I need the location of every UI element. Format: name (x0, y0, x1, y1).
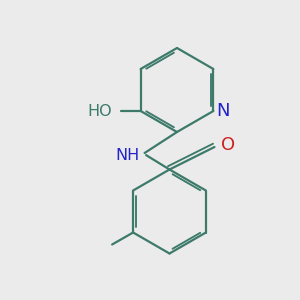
Text: NH: NH (116, 148, 140, 163)
Text: O: O (220, 136, 235, 154)
Text: N: N (216, 102, 230, 120)
Text: HO: HO (88, 103, 112, 118)
